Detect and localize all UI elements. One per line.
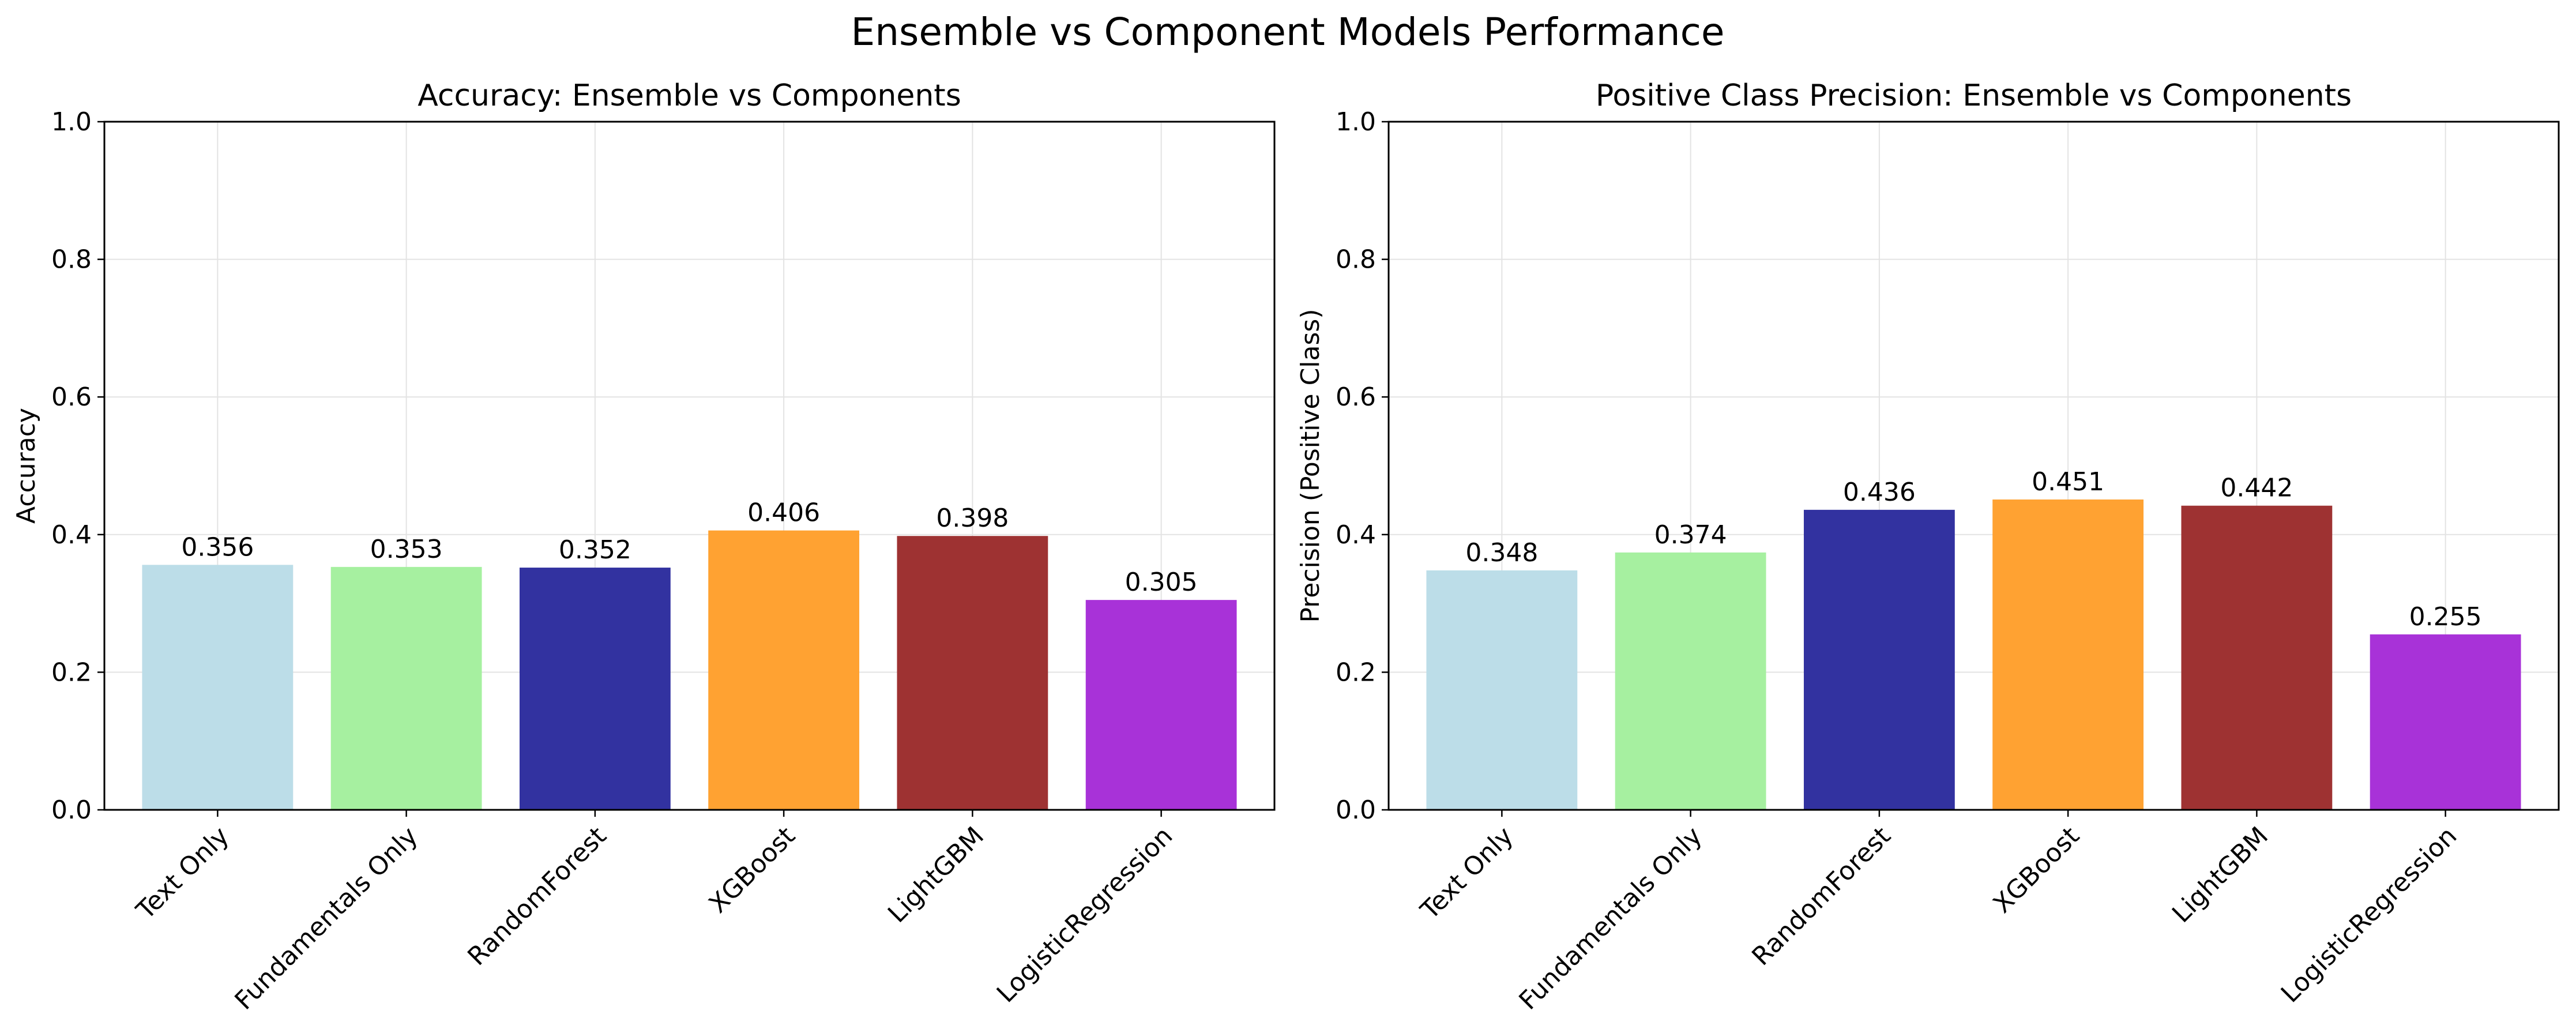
figure-suptitle: Ensemble vs Component Models Performance (851, 10, 1725, 54)
bar-value-label: 0.398 (936, 504, 1009, 533)
y-axis-label: Precision (Positive Class) (1296, 309, 1325, 622)
bar-text-only (142, 565, 294, 810)
x-tick-label: RandomForest (1746, 821, 1896, 971)
precision-chart: 0.348 0.374 0.436 0.451 0.442 0.255 0.0 0.2 0.4 0… (1296, 78, 2560, 1016)
axes-title: Positive Class Precision: Ensemble vs Co… (1596, 78, 2352, 113)
bar-randomforest (519, 568, 671, 810)
x-tick-label: XGBoost (1988, 821, 2085, 919)
bar-fundamentals-only (1615, 552, 1766, 810)
x-tick-label: LightGBM (2167, 821, 2274, 929)
bar-value-label: 0.352 (559, 535, 631, 565)
y-tick-label: 0.6 (51, 382, 92, 412)
y-tick-label: 0.0 (1336, 795, 1376, 825)
axes-title: Accuracy: Ensemble vs Components (418, 78, 961, 113)
y-tick-label: 0.2 (51, 658, 92, 687)
y-tick-label: 0.8 (1336, 245, 1376, 275)
bar-logisticregression (1085, 600, 1237, 810)
x-tick-label: XGBoost (704, 821, 801, 919)
y-tick-label: 0.6 (1336, 382, 1376, 412)
axes-frame (1387, 121, 2560, 811)
bar-value-label: 0.255 (2409, 602, 2482, 632)
bar-lightgbm (897, 536, 1048, 810)
y-tick-label: 0.0 (51, 795, 92, 825)
x-tick-label: Fundamentals Only (229, 821, 423, 1016)
bar-randomforest (1803, 509, 1955, 810)
x-tick-label: Text Only (1415, 821, 1519, 926)
bar-value-label: 0.451 (2032, 467, 2104, 497)
x-tick-label: LogisticRegression (991, 821, 1179, 1009)
bar-value-label: 0.442 (2220, 474, 2293, 503)
bar-value-label: 0.356 (181, 532, 254, 562)
bar-value-label: 0.406 (747, 498, 820, 528)
axes-frame (103, 121, 1276, 811)
bar-value-label: 0.374 (1654, 520, 1727, 550)
y-tick-label: 1.0 (1336, 107, 1376, 137)
x-tick-label: RandomForest (462, 821, 612, 971)
bar-value-label: 0.305 (1125, 568, 1198, 597)
accuracy-chart: 0.356 0.353 0.352 0.406 0.398 0.305 0.0 0.2 0.4 0… (12, 78, 1276, 1016)
bar-logisticregression (2370, 634, 2521, 810)
y-tick-label: 1.0 (51, 107, 92, 137)
x-tick-label: LogisticRegression (2276, 821, 2463, 1009)
y-tick-label: 0.4 (1336, 520, 1376, 550)
bar-value-label: 0.353 (370, 535, 443, 564)
bar-value-label: 0.436 (1843, 478, 1916, 507)
y-tick-label: 0.4 (51, 520, 92, 550)
bar-fundamentals-only (330, 566, 482, 810)
bar-value-label: 0.348 (1465, 538, 1538, 568)
x-tick-label: Text Only (130, 821, 235, 926)
y-axis-label: Accuracy (12, 408, 41, 524)
bar-lightgbm (2181, 505, 2333, 810)
y-tick-label: 0.8 (51, 245, 92, 275)
bar-text-only (1426, 570, 1578, 810)
y-tick-label: 0.2 (1336, 658, 1376, 687)
bar-xgboost (708, 530, 860, 810)
x-tick-label: Fundamentals Only (1513, 821, 1708, 1016)
bar-xgboost (1992, 499, 2144, 810)
x-tick-label: LightGBM (882, 821, 990, 929)
